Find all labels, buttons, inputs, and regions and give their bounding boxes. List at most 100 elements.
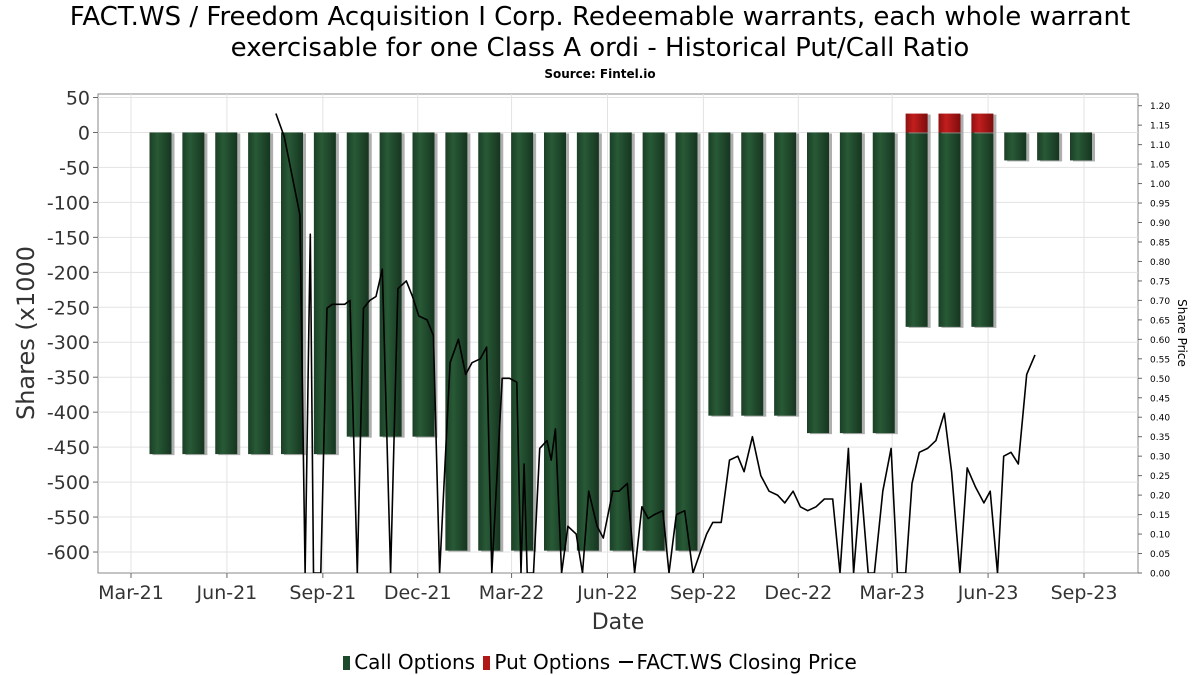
chart-legend: Call Options Put Options FACT.WS Closing… (0, 648, 1200, 674)
bar-call (346, 132, 369, 437)
bar-call (938, 132, 961, 327)
price-line-layer (275, 113, 1036, 573)
y2-tick-label: 0.35 (1150, 433, 1170, 443)
bar-call (872, 132, 895, 434)
bar-call (281, 132, 303, 455)
bar-call (412, 132, 435, 437)
x-axis-label: Date (592, 610, 645, 635)
x-tick-label: Sep-23 (1051, 582, 1118, 604)
x-tick-label: Jun-21 (196, 582, 258, 604)
x-tick-label: Sep-22 (670, 582, 737, 604)
y-tick-label: -150 (47, 227, 90, 249)
y2-tick-label: 0.00 (1150, 570, 1170, 580)
y-axis-label: Shares (x1000 (12, 246, 40, 420)
legend-call-options: Call Options (343, 650, 475, 674)
y-tick-label: -450 (47, 437, 90, 459)
y2-tick-label: 0.20 (1150, 492, 1170, 502)
bar-call (905, 132, 928, 327)
bar-call (445, 132, 468, 551)
y-tick-label: -350 (47, 367, 90, 389)
bar-put (905, 113, 928, 133)
y-tick-label: 0 (78, 122, 90, 144)
y2-tick-label: 1.15 (1150, 122, 1170, 132)
axes-layer: 50 0 -50 -100 -150 -200 -250 -300 -350 -400 -450 -5… (47, 87, 1170, 604)
bar-layer (149, 113, 1095, 552)
bar-put (971, 113, 994, 133)
y2-tick-label: 0.55 (1150, 355, 1170, 365)
chart-title-line-1: FACT.WS / Freedom Acquisition I Corp. Re… (69, 2, 1131, 32)
legend-swatch-call (343, 655, 351, 670)
bar-call (971, 132, 994, 327)
y2-tick-label: 0.95 (1150, 200, 1170, 210)
y-tick-label: -250 (47, 297, 90, 319)
legend-swatch-price (618, 660, 633, 663)
bar-call (1037, 132, 1060, 161)
bar-call (839, 132, 862, 434)
y-tick-label: -50 (59, 157, 90, 179)
y2-tick-label: 0.70 (1150, 297, 1170, 307)
y2-tick-label: 0.45 (1150, 394, 1170, 404)
price-line (275, 113, 1036, 573)
bar-call (1070, 132, 1092, 161)
legend-label-price: FACT.WS Closing Price (636, 649, 857, 674)
legend-swatch-put (483, 655, 491, 670)
bar-put (938, 113, 961, 133)
chart-subtitle: Source: Fintel.io (544, 67, 656, 81)
legend-put-options: Put Options (483, 650, 610, 674)
x-tick-label: Jun-22 (576, 582, 638, 604)
x-tick-label: Mar-21 (98, 582, 164, 604)
bar-call (609, 132, 632, 551)
y2-tick-label: 0.10 (1150, 531, 1170, 541)
bar-call (807, 132, 829, 434)
bar-call (248, 132, 271, 455)
x-tick-label: Dec-21 (384, 582, 452, 604)
y2-tick-label: 0.65 (1150, 316, 1170, 326)
y2-tick-label: 1.00 (1150, 180, 1170, 190)
y2-tick-label: 0.90 (1150, 219, 1170, 229)
bar-call (478, 132, 501, 551)
bar-call (313, 132, 336, 455)
y2-tick-label: 0.85 (1150, 238, 1170, 248)
bar-call (544, 132, 566, 551)
bar-call (774, 132, 797, 416)
bar-call (642, 132, 665, 551)
y-tick-label: -300 (47, 332, 90, 354)
bar-call (576, 132, 599, 551)
x-tick-label: Mar-23 (859, 582, 925, 604)
bar-call (511, 132, 534, 551)
legend-label-put: Put Options (494, 649, 611, 674)
bar-call (215, 132, 238, 455)
y-tick-label: 50 (66, 87, 90, 109)
y-tick-label: -550 (47, 507, 90, 529)
y2-tick-label: 0.75 (1150, 277, 1170, 287)
y2-tick-label: 0.05 (1150, 550, 1170, 560)
y2-tick-label: 0.15 (1150, 511, 1170, 521)
y-tick-label: -400 (47, 402, 90, 424)
bar-call (708, 132, 731, 416)
bar-call (1004, 132, 1027, 161)
y2-tick-label: 0.80 (1150, 258, 1170, 268)
y2-axis-label: Share Price (1175, 299, 1189, 367)
y2-tick-label: 1.10 (1150, 141, 1170, 151)
y2-tick-label: 0.30 (1150, 453, 1170, 463)
y2-tick-label: 1.05 (1150, 161, 1170, 171)
y2-tick-label: 1.20 (1150, 102, 1170, 112)
x-tick-label: Sep-21 (289, 582, 356, 604)
x-tick-label: Jun-23 (957, 582, 1019, 604)
bar-call (182, 132, 205, 455)
y2-tick-label: 0.40 (1150, 414, 1170, 424)
y2-tick-label: 0.50 (1150, 375, 1170, 385)
x-tick-label: Dec-22 (764, 582, 832, 604)
x-tick-label: Mar-22 (479, 582, 545, 604)
y2-tick-label: 0.60 (1150, 336, 1170, 346)
y2-tick-label: 0.25 (1150, 472, 1170, 482)
y-tick-label: -100 (47, 192, 90, 214)
bar-call (149, 132, 172, 455)
y-tick-label: -500 (47, 472, 90, 494)
legend-label-call: Call Options (354, 649, 476, 674)
y-tick-label: -600 (47, 542, 90, 564)
bar-call (675, 132, 698, 551)
y-tick-label: -200 (47, 262, 90, 284)
